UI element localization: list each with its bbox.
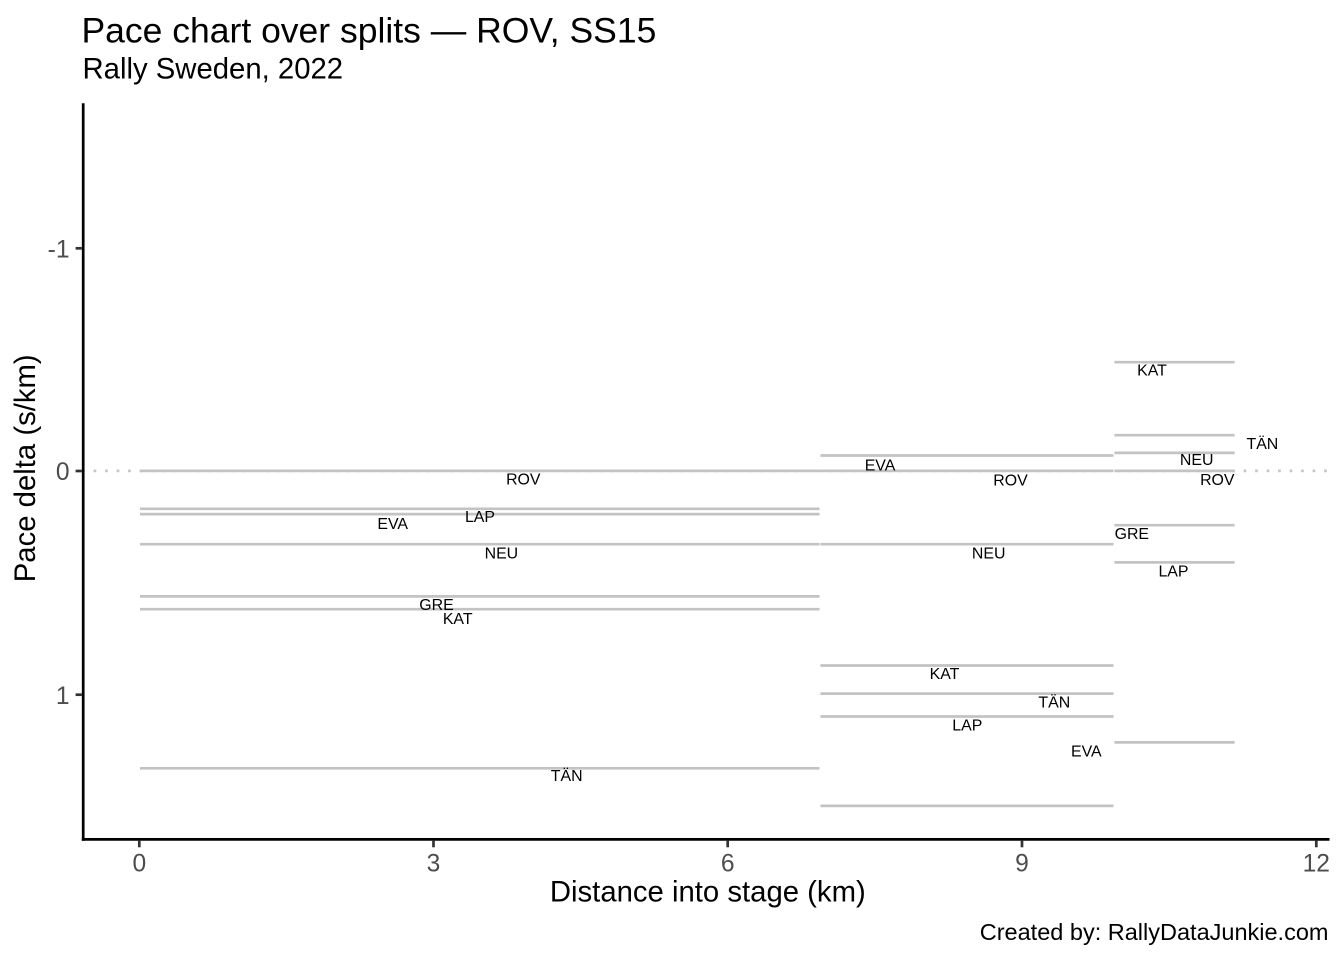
svg-text:TÄN: TÄN <box>1247 435 1279 453</box>
svg-text:LAP: LAP <box>1158 564 1188 581</box>
svg-text:LAP: LAP <box>465 509 495 526</box>
svg-text:3: 3 <box>427 851 441 878</box>
svg-text:ROV: ROV <box>506 472 541 489</box>
svg-text:1: 1 <box>56 683 70 710</box>
svg-text:KAT: KAT <box>1137 362 1167 379</box>
svg-text:EVA: EVA <box>865 457 896 474</box>
svg-text:NEU: NEU <box>1180 452 1214 469</box>
svg-text:ROV: ROV <box>993 472 1028 489</box>
svg-text:EVA: EVA <box>1071 744 1102 761</box>
svg-text:Distance into stage (km): Distance into stage (km) <box>550 876 866 909</box>
svg-text:-1: -1 <box>48 236 70 263</box>
svg-text:Created by: RallyDataJunkie.co: Created by: RallyDataJunkie.com <box>980 919 1329 945</box>
svg-text:KAT: KAT <box>443 611 473 628</box>
svg-text:TÄN: TÄN <box>551 767 583 785</box>
svg-text:Rally Sweden, 2022: Rally Sweden, 2022 <box>83 53 344 86</box>
svg-text:Pace chart over splits — ROV,: Pace chart over splits — ROV, SS15 <box>82 10 657 50</box>
svg-text:0: 0 <box>132 851 146 878</box>
svg-text:TÄN: TÄN <box>1038 694 1070 712</box>
svg-text:ROV: ROV <box>1200 472 1235 489</box>
svg-text:12: 12 <box>1303 851 1330 878</box>
svg-text:GRE: GRE <box>419 597 453 614</box>
svg-text:9: 9 <box>1015 851 1029 878</box>
svg-text:0: 0 <box>56 459 70 486</box>
svg-text:EVA: EVA <box>377 516 408 533</box>
svg-text:GRE: GRE <box>1115 526 1149 543</box>
svg-text:NEU: NEU <box>972 545 1006 562</box>
svg-text:NEU: NEU <box>485 546 519 563</box>
svg-text:LAP: LAP <box>952 717 982 734</box>
svg-text:Pace delta (s/km): Pace delta (s/km) <box>9 354 42 582</box>
svg-text:KAT: KAT <box>930 666 960 683</box>
svg-text:6: 6 <box>721 851 735 878</box>
